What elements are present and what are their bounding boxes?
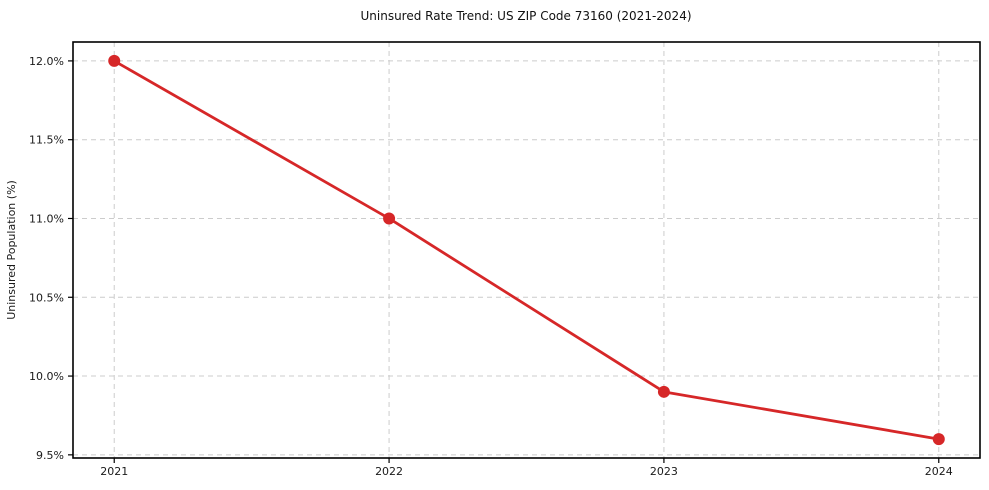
series-layer xyxy=(108,54,945,446)
axis-layer: 9.5% 10.0% 10.5% 11.0% 11.5% 12.0% 2021 2022 202… xyxy=(29,41,981,478)
y-tick-label: 11.5% xyxy=(29,134,64,147)
plot-frame xyxy=(72,41,981,459)
y-tick-label: 11.0% xyxy=(29,212,64,225)
y-tick-label: 10.0% xyxy=(29,370,64,383)
y-tick-label: 10.5% xyxy=(29,291,64,304)
x-tick-label: 2023 xyxy=(650,465,678,478)
data-point-marker xyxy=(657,385,670,398)
chart-title: Uninsured Rate Trend: US ZIP Code 73160 … xyxy=(360,9,691,23)
x-tick-label: 2024 xyxy=(925,465,953,478)
data-point-marker xyxy=(932,433,945,446)
grid-layer xyxy=(73,42,980,458)
y-tick-label: 9.5% xyxy=(36,449,64,462)
y-axis-label: Uninsured Population (%) xyxy=(5,180,18,320)
data-point-marker xyxy=(108,54,121,67)
data-point-marker xyxy=(383,212,396,225)
x-tick-label: 2021 xyxy=(100,465,128,478)
y-tick-label: 12.0% xyxy=(29,55,64,68)
trend-line xyxy=(112,59,941,441)
x-tick-label: 2022 xyxy=(375,465,403,478)
